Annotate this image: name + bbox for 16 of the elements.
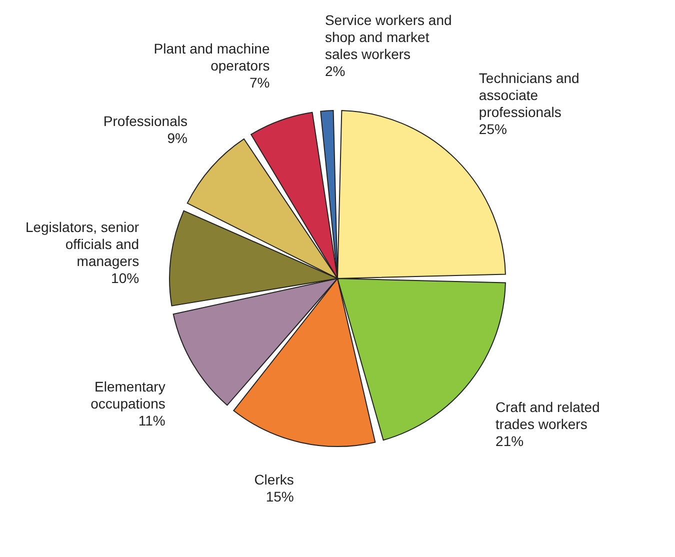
slice-label: Technicians and associate professionals [478,70,580,120]
data-label: 7% [250,74,270,90]
data-label: 9% [167,130,188,146]
data-label: 15% [266,488,294,505]
slice-label: Elementary occupations [90,378,166,412]
slice-label: Plant and machine operators [154,40,270,74]
data-label: 2% [324,62,346,79]
slice-label: Clerks [254,472,294,488]
slice-label: Service workers and shop and market sales workers [324,12,452,62]
data-label: 10% [111,270,140,286]
slice-label: Craft and related trades workers [496,399,600,432]
data-label: 11% [138,412,166,428]
data-label: 25% [478,121,507,138]
slice-label: Professionals [103,113,188,130]
data-label: 21% [496,433,524,450]
slice-label: Legislators, senior officials and managers [25,218,140,269]
